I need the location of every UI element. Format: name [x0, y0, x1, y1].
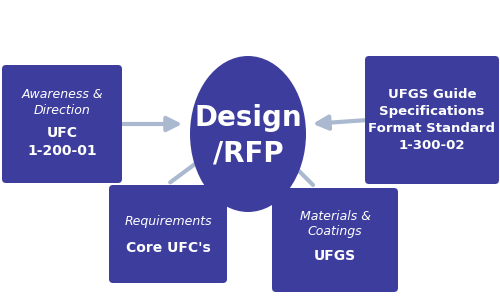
Text: UFC
1-200-01: UFC 1-200-01: [27, 126, 97, 158]
Text: Materials &
Coatings: Materials & Coatings: [300, 210, 370, 239]
FancyBboxPatch shape: [272, 188, 398, 292]
Text: Design: Design: [194, 104, 302, 132]
Text: Core UFC's: Core UFC's: [126, 241, 210, 255]
Text: UFGS Guide
Specifications
Format Standard
1-300-02: UFGS Guide Specifications Format Standar…: [368, 88, 496, 152]
Ellipse shape: [190, 56, 306, 212]
FancyBboxPatch shape: [365, 56, 499, 184]
Text: Awareness &
Direction: Awareness & Direction: [21, 88, 103, 117]
FancyBboxPatch shape: [109, 185, 227, 283]
Text: Requirements: Requirements: [124, 216, 212, 229]
FancyBboxPatch shape: [2, 65, 122, 183]
Text: UFGS: UFGS: [314, 249, 356, 263]
Text: /RFP: /RFP: [212, 140, 284, 168]
